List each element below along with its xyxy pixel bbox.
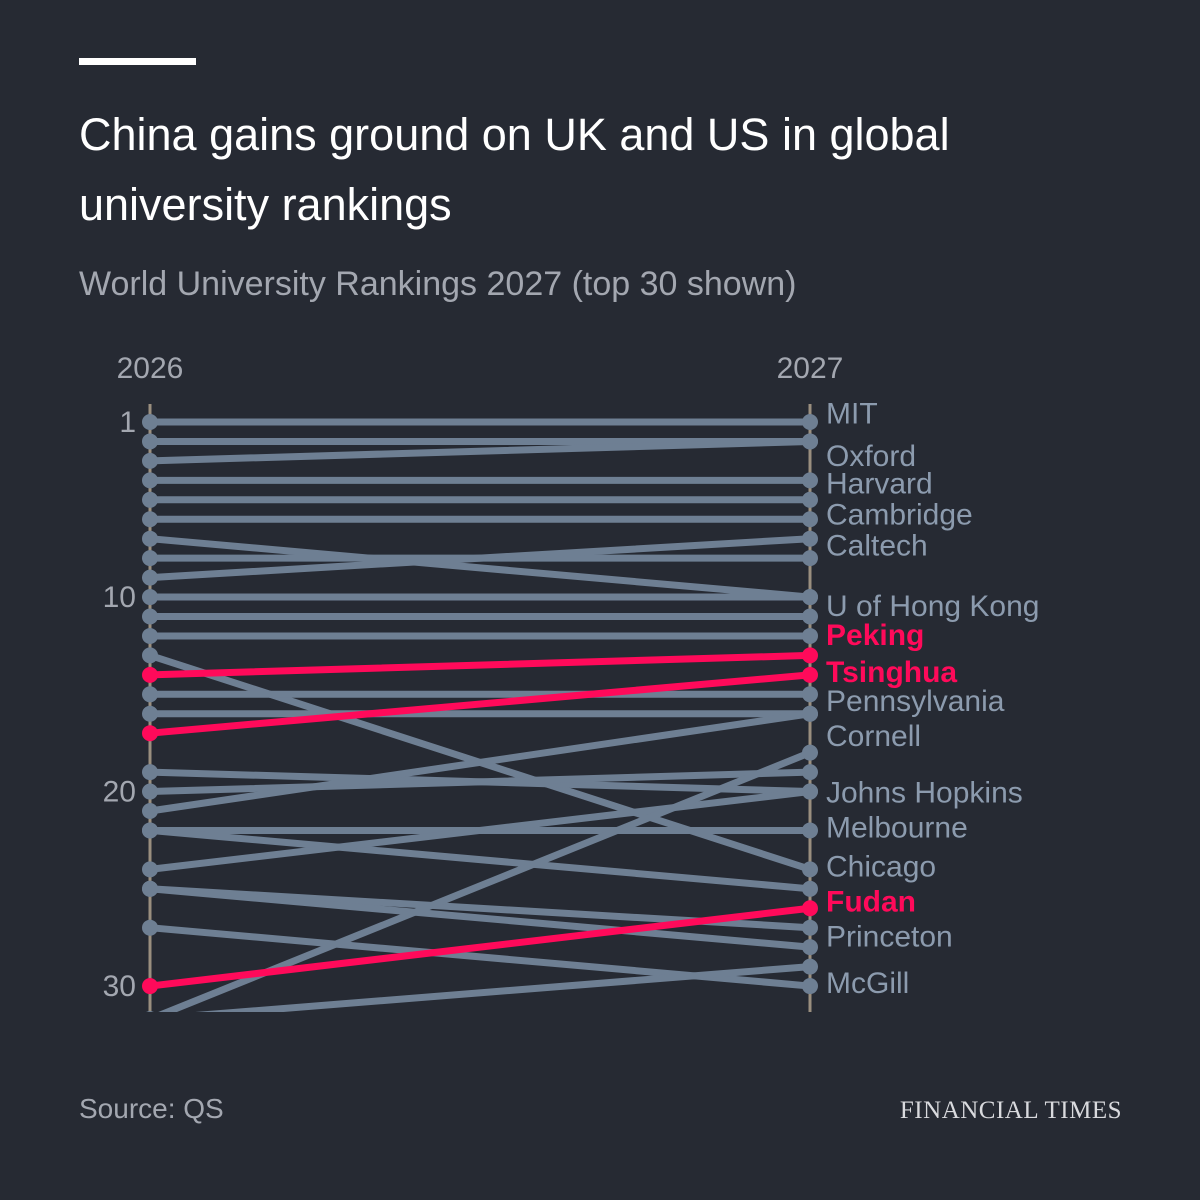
label-caltech: Caltech (826, 530, 928, 563)
series-line-university-20 (146, 826, 814, 893)
point-2026-university-15 (142, 705, 158, 722)
point-2027-harvard (802, 472, 818, 489)
chart-subtitle: World University Rankings 2027 (top 30 s… (79, 265, 797, 303)
rank-tick-10: 10 (103, 581, 136, 614)
point-2026-mit (142, 414, 158, 430)
series-line-university-25 (195, 963, 814, 1012)
label-mit: MIT (826, 397, 878, 430)
point-2026-university-25 (146, 1011, 154, 1012)
year-label-2026: 2026 (117, 352, 184, 385)
series-line-university-3 (146, 437, 814, 465)
point-2027-u-of-hong-kong (802, 589, 818, 606)
point-2027-university-17 (802, 764, 818, 781)
point-2026-pennsylvania (142, 686, 158, 703)
point-2026-university-6 (142, 511, 158, 528)
point-2027-university-11 (802, 608, 818, 625)
point-2027-mcgill (802, 978, 818, 995)
series-line-university-9 (146, 535, 814, 582)
point-2027-cornell (802, 705, 818, 722)
point-2027-chicago (802, 861, 818, 878)
point-2027-university-21 (802, 783, 818, 800)
point-2027-pennsylvania (802, 686, 818, 703)
point-2026-caltech (142, 530, 158, 547)
point-2026-cornell (142, 803, 158, 819)
point-2027-peking (802, 647, 818, 664)
point-2026-university-9 (142, 569, 158, 586)
label-u-of-hong-kong: U of Hong Kong (826, 590, 1039, 623)
point-2027-cambridge (802, 491, 818, 508)
point-2026-tsinghua (142, 725, 158, 742)
label-chicago: Chicago (826, 850, 936, 883)
point-2026-mcgill (142, 919, 158, 936)
series-line-peking (146, 651, 814, 679)
series-line-cornell (146, 710, 814, 815)
ft-logo: FINANCIAL TIMES (899, 1097, 1122, 1124)
point-2026-johns-hopkins (142, 764, 158, 781)
point-2026-university-11 (142, 608, 158, 625)
series-group (142, 414, 818, 1012)
point-2026-university-20 (142, 822, 158, 839)
rank-tick-1: 1 (119, 406, 136, 439)
point-2026-university-12 (142, 627, 158, 644)
label-oxford: Oxford (826, 440, 916, 473)
label-johns-hopkins: Johns Hopkins (826, 777, 1023, 810)
point-2027-princeton (802, 919, 818, 936)
point-2027-university-12 (802, 627, 818, 644)
series-line-university-21 (146, 788, 814, 873)
rank-tick-20: 20 (103, 776, 136, 809)
point-2026-harvard (142, 472, 158, 489)
point-2027-university-6 (802, 511, 818, 528)
label-peking: Peking (826, 619, 924, 652)
label-fudan: Fudan (826, 885, 916, 918)
point-2026-university-8 (142, 550, 158, 567)
label-pennsylvania: Pennsylvania (826, 685, 1005, 718)
point-2026-chicago (142, 647, 158, 664)
point-2026-university-17 (142, 783, 158, 800)
label-mcgill: McGill (826, 967, 909, 1000)
label-melbourne: Melbourne (826, 812, 968, 845)
point-2026-university-26 (146, 1011, 154, 1012)
series-line-fudan (146, 904, 814, 990)
point-2027-university-9 (802, 530, 818, 547)
label-harvard: Harvard (826, 467, 933, 500)
point-2027-mit (802, 414, 818, 430)
series-line-tsinghua (146, 671, 814, 737)
point-2026-peking (142, 666, 158, 683)
point-2027-university-23 (802, 939, 818, 956)
series-line-university-23 (146, 885, 814, 951)
point-2026-cambridge (142, 491, 158, 508)
point-2027-university-3 (802, 433, 818, 450)
year-label-2027: 2027 (777, 352, 844, 385)
source-note: Source: QS (79, 1093, 224, 1124)
point-2027-fudan (802, 900, 818, 917)
slope-chart: 2026 2027 1 10 20 30 MIT OxfordHarvardCambridge… (103, 352, 1039, 1012)
point-2027-tsinghua (802, 666, 818, 683)
point-2027-university-8 (802, 550, 818, 567)
rank-tick-30: 30 (103, 970, 136, 1003)
label-tsinghua: Tsinghua (826, 656, 957, 689)
point-2027-university-20 (802, 880, 818, 897)
point-2026-university-3 (142, 452, 158, 469)
label-cornell: Cornell (826, 720, 921, 753)
chart-title: China gains ground on UK and US in globa… (79, 109, 950, 230)
point-2027-melbourne (802, 822, 818, 839)
label-princeton: Princeton (826, 920, 953, 953)
point-2027-university-26 (802, 744, 818, 761)
point-2026-fudan (142, 978, 158, 995)
point-2026-university-21 (142, 861, 158, 878)
point-2027-university-25 (802, 958, 818, 975)
series-line-university-17 (146, 768, 814, 796)
title-rule (79, 58, 196, 65)
series-line-caltech (146, 535, 814, 601)
point-2026-university-23 (142, 880, 158, 897)
point-2026-oxford (142, 433, 158, 450)
point-2026-u-of-hong-kong (142, 589, 158, 606)
label-cambridge: Cambridge (826, 498, 973, 531)
